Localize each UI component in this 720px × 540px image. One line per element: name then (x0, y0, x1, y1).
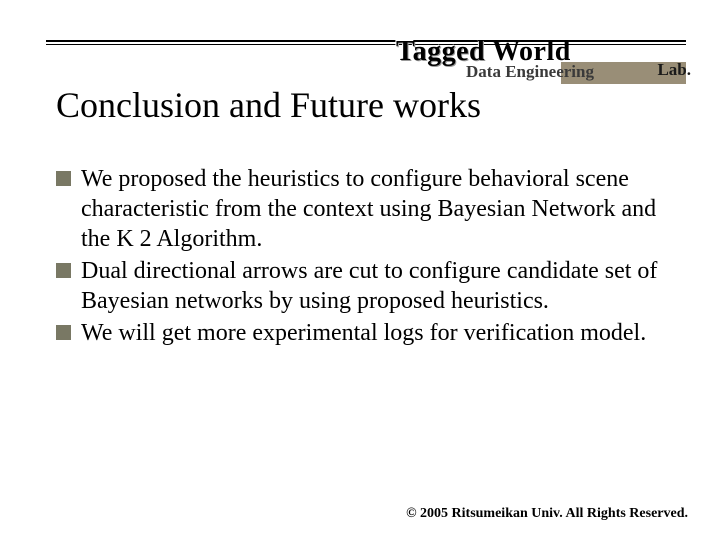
slide-title: Conclusion and Future works (56, 84, 481, 126)
bullet-icon (56, 263, 71, 278)
slide: Tagged World Data Engineering Lab. Concl… (0, 0, 720, 540)
header-logo-area: Tagged World Data Engineering Lab. (46, 40, 686, 45)
header-rule-top (46, 40, 686, 42)
list-item: Dual directional arrows are cut to confi… (56, 256, 676, 316)
list-item: We proposed the heuristics to configure … (56, 164, 676, 254)
bullet-list: We proposed the heuristics to configure … (56, 164, 676, 350)
bullet-text: We proposed the heuristics to configure … (81, 164, 676, 254)
lab-suffix: Lab. (657, 60, 691, 80)
logo-subtitle: Data Engineering (466, 62, 594, 82)
bullet-text: Dual directional arrows are cut to confi… (81, 256, 676, 316)
bullet-icon (56, 325, 71, 340)
list-item: We will get more experimental logs for v… (56, 318, 676, 348)
bullet-text: We will get more experimental logs for v… (81, 318, 646, 348)
footer-copyright: © 2005 Ritsumeikan Univ. All Rights Rese… (406, 506, 688, 522)
bullet-icon (56, 171, 71, 186)
header-rule-bottom (46, 44, 686, 45)
header: Tagged World Data Engineering Lab. (0, 0, 720, 72)
